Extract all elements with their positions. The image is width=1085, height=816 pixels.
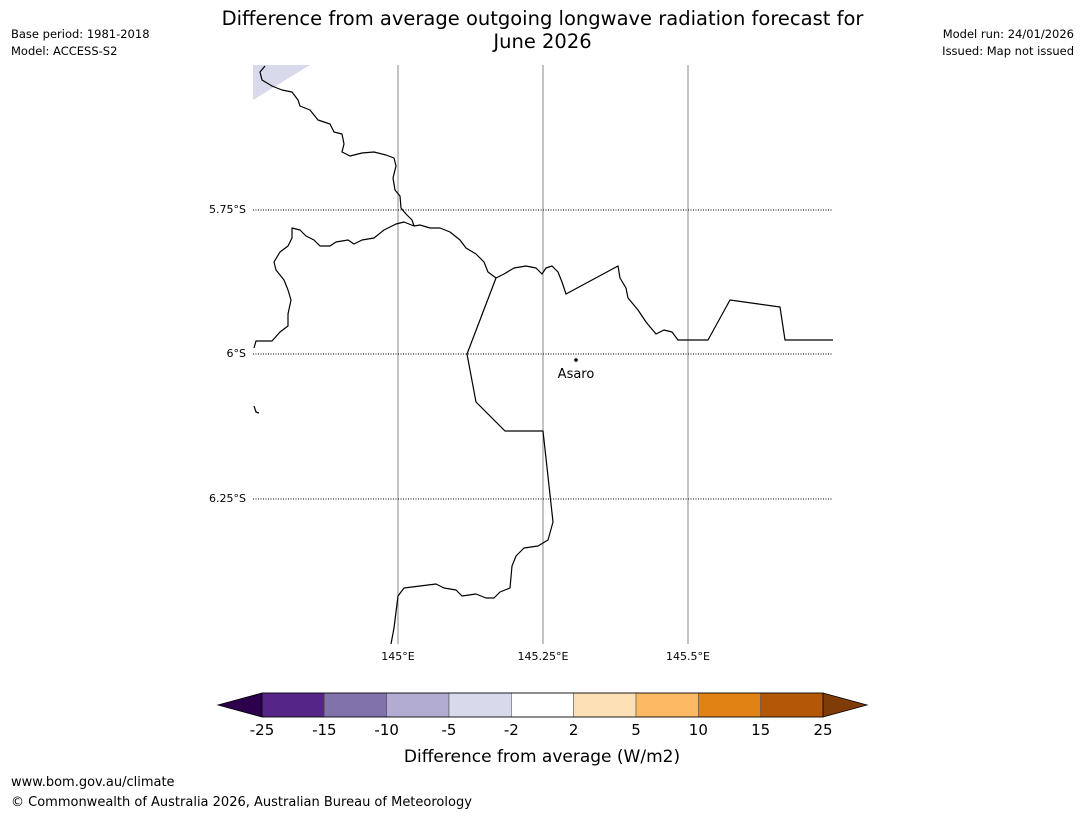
colorbar-segment xyxy=(386,692,450,718)
footer-copyright: © Commonwealth of Australia 2026, Austra… xyxy=(11,795,472,810)
boundary-south xyxy=(390,277,554,645)
colorbar-segments xyxy=(261,692,824,718)
colorbar-segment xyxy=(698,692,761,718)
colorbar-tick-label: -25 xyxy=(250,721,275,739)
lon-label-145e: 145°E xyxy=(381,650,414,663)
boundary-north xyxy=(259,65,415,227)
colorbar-tick-label: 5 xyxy=(631,721,641,739)
colorbar-tick-label: -15 xyxy=(312,721,337,739)
asaro-marker xyxy=(574,358,578,362)
colorbar-segment xyxy=(573,692,637,718)
colorbar-segment xyxy=(448,692,512,718)
lon-label-145-25e: 145.25°E xyxy=(518,650,569,663)
colorbar-tick-label: 25 xyxy=(813,721,832,739)
colorbar-tick-label: -2 xyxy=(504,721,519,739)
colorbar-high-extend xyxy=(822,692,869,718)
colorbar-segment xyxy=(511,692,574,718)
colorbar-tick-label: 15 xyxy=(751,721,770,739)
title-line-2: June 2026 xyxy=(493,30,592,53)
colorbar: -25 -15 -10 -5 -2 2 5 10 15 25 Difference from av… xyxy=(216,692,869,767)
map-plot-area: Asaro 5.75°S 6°S 6.25°S 145°E 145.25°E 1… xyxy=(209,65,833,663)
boundary-fragment xyxy=(253,405,260,414)
model-run-text: Model run: 24/01/2026 xyxy=(942,27,1074,41)
asaro-label: Asaro xyxy=(558,367,595,382)
header-left: Base period: 1981-2018 Model: ACCESS-S2 xyxy=(11,26,150,60)
colorbar-tick-label: -5 xyxy=(442,721,457,739)
colorbar-outline xyxy=(261,692,824,718)
shaded-anomaly-region xyxy=(253,65,310,100)
colorbar-title: Difference from average (W/m2) xyxy=(404,747,680,767)
colorbar-tick-label: 10 xyxy=(689,721,708,739)
map-title: Difference from average outgoing longwav… xyxy=(0,7,1085,53)
colorbar-segment xyxy=(324,692,387,718)
lon-label-145-5e: 145.5°E xyxy=(666,650,710,663)
footer-url: www.bom.gov.au/climate xyxy=(11,775,175,790)
colorbar-ticks: -25 -15 -10 -5 -2 2 5 10 15 25 xyxy=(250,721,833,739)
lat-label-6s: 6°S xyxy=(227,347,246,360)
colorbar-segment xyxy=(760,692,824,718)
title-line-1: Difference from average outgoing longwav… xyxy=(221,7,864,30)
colorbar-tick-label: -10 xyxy=(374,721,399,739)
colorbar-segment xyxy=(635,692,699,718)
base-period-text: Base period: 1981-2018 xyxy=(11,27,150,41)
issued-text: Issued: Map not issued xyxy=(942,44,1074,58)
colorbar-tick-label: 2 xyxy=(569,721,579,739)
boundary-west xyxy=(253,221,497,349)
model-text: Model: ACCESS-S2 xyxy=(11,44,118,58)
boundary-east xyxy=(495,265,833,341)
header-right: Model run: 24/01/2026 Issued: Map not is… xyxy=(942,26,1074,60)
lat-label-6-25s: 6.25°S xyxy=(209,492,246,505)
lat-label-5-75s: 5.75°S xyxy=(209,203,246,216)
colorbar-low-extend xyxy=(216,692,263,718)
colorbar-segment xyxy=(261,692,325,718)
province-boundaries xyxy=(253,65,833,645)
